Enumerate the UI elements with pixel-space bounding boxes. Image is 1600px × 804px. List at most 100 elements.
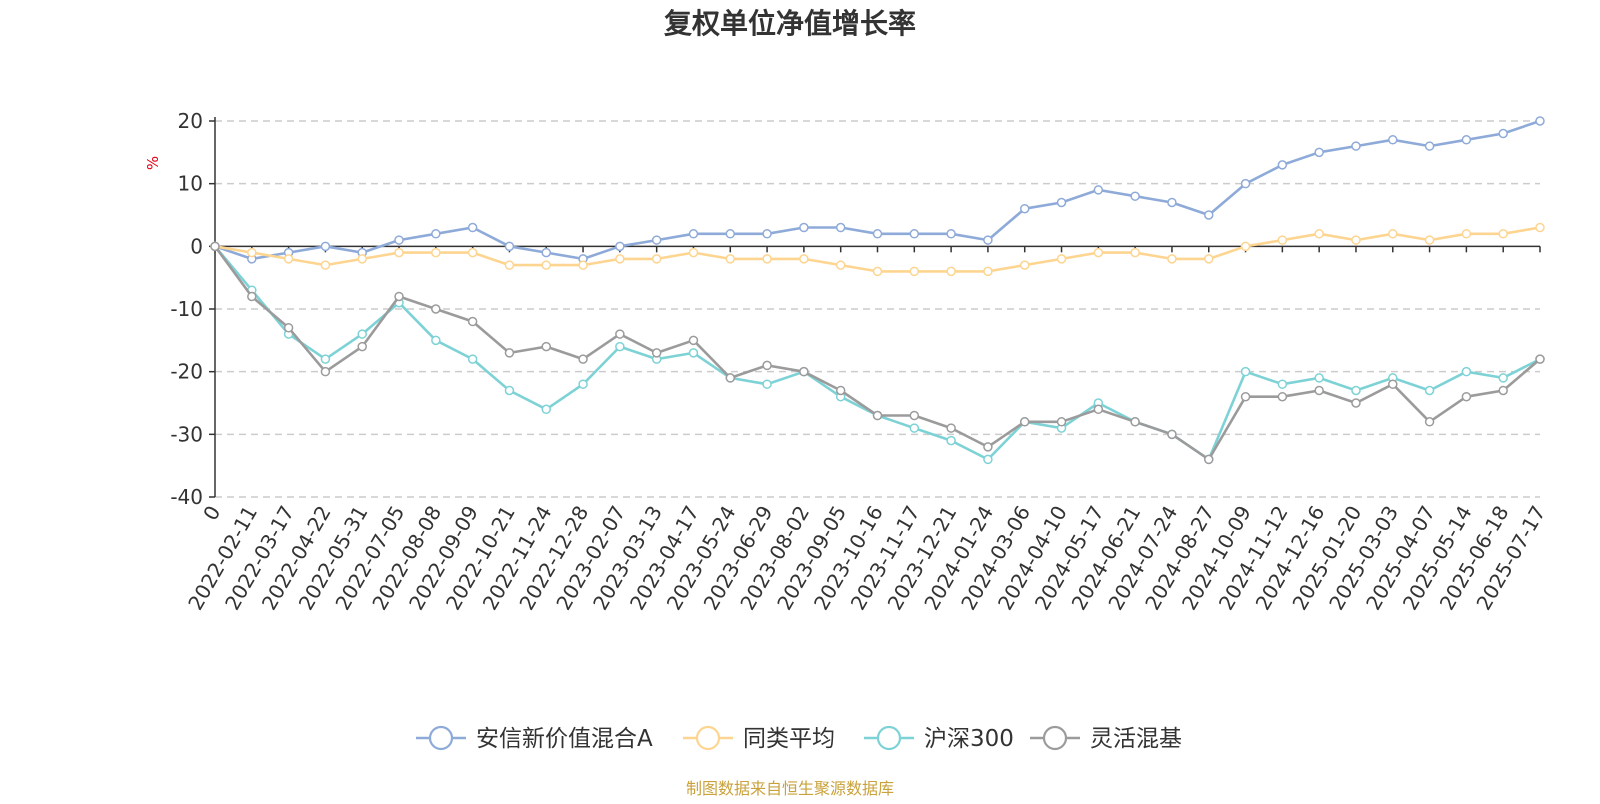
data-point (799, 254, 809, 264)
data-point (1240, 178, 1251, 189)
data-point (688, 247, 699, 258)
data-point (725, 229, 736, 239)
data-point (1240, 366, 1251, 377)
legend-item-2[interactable]: 沪深300 (864, 725, 1014, 752)
data-point (467, 354, 478, 364)
data-point (431, 335, 441, 346)
data-point (1498, 373, 1508, 383)
data-point (1351, 385, 1361, 396)
data-point (394, 235, 404, 245)
data-point (1424, 417, 1435, 427)
data-point (283, 254, 294, 264)
data-point (725, 373, 736, 383)
data-point (799, 222, 809, 233)
legend-label: 安信新价值混合A (476, 726, 653, 752)
data-point (651, 254, 662, 264)
grid-lines (215, 120, 1540, 498)
data-point (1204, 454, 1214, 465)
legend-item-0[interactable]: 安信新价值混合A (416, 725, 653, 752)
data-point (541, 341, 551, 352)
data-point (1461, 366, 1472, 377)
data-point (357, 254, 367, 264)
data-point (247, 247, 257, 258)
data-point (1277, 379, 1288, 389)
data-point (1130, 191, 1140, 201)
data-point (946, 423, 956, 433)
data-point (872, 266, 883, 277)
data-point (467, 316, 478, 327)
data-point (1056, 254, 1067, 264)
data-point (946, 229, 956, 239)
data-point (872, 410, 883, 421)
data-point (320, 354, 331, 364)
data-point (394, 247, 404, 258)
data-point (1388, 135, 1398, 145)
data-point (1204, 254, 1214, 264)
data-point (1167, 429, 1177, 440)
y-tick-label: -40 (170, 485, 203, 509)
data-point (1351, 141, 1361, 151)
data-point (651, 348, 662, 358)
chart-title: 复权单位净值增长率 (664, 7, 916, 40)
data-point (835, 222, 846, 233)
legend-item-1[interactable]: 同类平均 (683, 725, 835, 752)
data-point (1424, 141, 1435, 151)
series-line-3 (213, 245, 1542, 461)
data-point (1204, 210, 1214, 220)
data-point (762, 229, 772, 239)
data-point (983, 266, 993, 277)
data-point (983, 454, 993, 465)
data-point (762, 379, 772, 389)
data-point (1240, 391, 1251, 402)
data-point (1498, 385, 1508, 396)
data-point (1314, 373, 1324, 383)
data-point (210, 241, 220, 252)
legend-label: 灵活混基 (1090, 726, 1182, 752)
data-point (835, 385, 846, 396)
data-point (320, 241, 331, 252)
y-tick-label: 0 (190, 234, 203, 258)
data-point (467, 222, 478, 233)
legend[interactable]: 安信新价值混合A 同类平均 沪深300 灵活混基 (416, 725, 1182, 752)
data-point (1093, 247, 1104, 258)
data-point (1093, 404, 1104, 415)
data-point (615, 241, 625, 252)
y-axis-label: % (144, 156, 162, 170)
legend-item-3[interactable]: 灵活混基 (1030, 725, 1182, 752)
data-point (615, 254, 625, 264)
data-point (1351, 398, 1361, 408)
data-point (651, 235, 662, 245)
data-point (1277, 391, 1288, 402)
data-point (283, 323, 294, 333)
y-tick-label: -20 (170, 360, 203, 384)
data-point (1167, 197, 1177, 208)
data-source-note: 制图数据来自恒生聚源数据库 (686, 779, 894, 798)
data-point (504, 260, 515, 270)
data-point (1167, 254, 1177, 264)
data-point (872, 229, 883, 239)
data-point (320, 260, 331, 270)
data-point (1056, 417, 1067, 427)
data-point (1314, 147, 1324, 158)
series-line-2 (213, 245, 1542, 461)
data-point (1093, 185, 1104, 195)
data-point (1019, 417, 1030, 427)
data-point (357, 329, 367, 339)
data-point (615, 329, 625, 339)
data-point (835, 260, 846, 270)
data-point (504, 241, 515, 252)
data-point (946, 266, 956, 277)
data-point (467, 247, 478, 258)
data-point (1314, 385, 1324, 396)
data-point (504, 348, 515, 358)
data-point (1019, 203, 1030, 214)
data-point (541, 260, 551, 270)
data-point (909, 266, 920, 277)
data-point (247, 291, 257, 302)
data-point (1277, 160, 1288, 170)
data-point (578, 379, 588, 389)
data-point (578, 354, 588, 364)
data-point (1240, 241, 1251, 252)
data-point (1130, 247, 1140, 258)
data-point (688, 229, 699, 239)
